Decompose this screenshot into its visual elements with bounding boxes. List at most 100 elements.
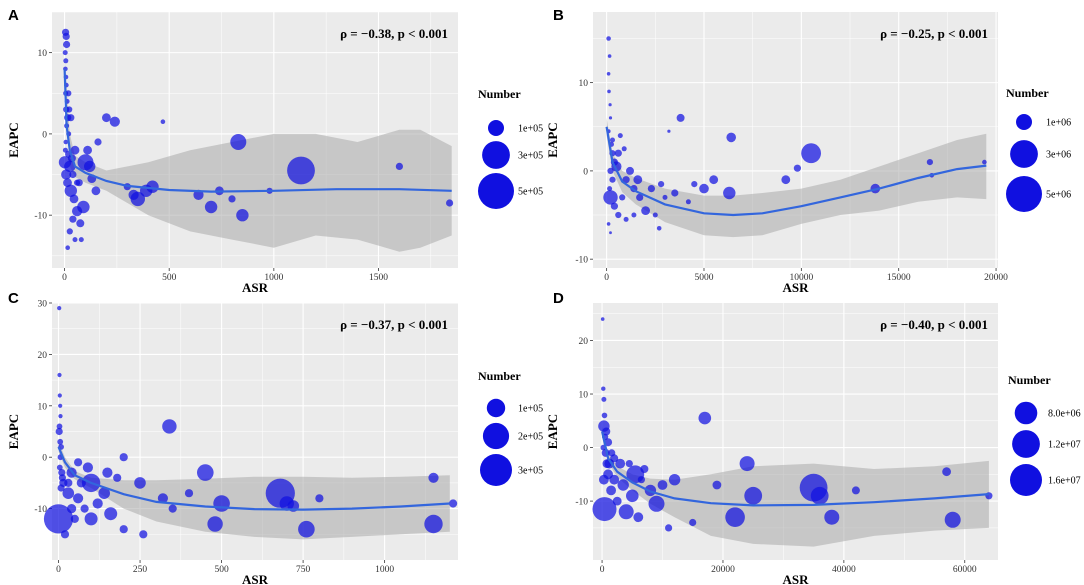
data-point (699, 183, 709, 194)
y-tick-label: 10 (38, 402, 48, 412)
x-tick-label: 0 (62, 273, 67, 283)
data-point (744, 486, 763, 505)
legend-key (1010, 464, 1042, 496)
data-point (637, 476, 646, 484)
data-point (204, 200, 218, 214)
data-point (610, 137, 615, 143)
legend-label: 3e+05 (518, 151, 543, 162)
x-tick-label: 60000 (953, 565, 977, 575)
data-point (712, 480, 722, 490)
data-point (162, 419, 177, 434)
data-point (606, 72, 611, 76)
data-point (612, 496, 622, 506)
y-tick-label: 0 (583, 444, 588, 454)
data-point (60, 530, 70, 539)
legend-title: Number (478, 87, 521, 101)
data-point (58, 469, 66, 477)
data-point (56, 464, 63, 471)
data-point (647, 185, 656, 193)
data-point (608, 103, 612, 107)
data-point (607, 54, 612, 58)
data-point (64, 478, 73, 487)
data-point (926, 159, 934, 166)
data-point (615, 211, 622, 219)
data-point (621, 146, 627, 152)
panel-letter: B (553, 7, 564, 24)
smooth-line (601, 431, 989, 507)
data-point (92, 498, 103, 509)
x-tick-label: 0 (600, 565, 605, 575)
data-point (689, 518, 697, 527)
legend-label: 1.6e+07 (1048, 476, 1081, 487)
smooth-line (63, 68, 452, 193)
data-point (725, 507, 745, 527)
data-point (70, 145, 80, 155)
x-tick-label: 5000 (694, 273, 713, 283)
legend-label: 5e+05 (518, 187, 543, 198)
data-point (662, 194, 668, 200)
data-point (623, 216, 629, 222)
data-point (676, 113, 685, 122)
legend-label: 1e+05 (518, 124, 543, 135)
x-tick-label: 40000 (832, 565, 856, 575)
data-point (57, 484, 65, 492)
data-point (691, 181, 698, 188)
confidence-ribbon (58, 441, 450, 540)
legend-title: Number (1008, 373, 1051, 387)
legend-key (1014, 401, 1038, 425)
x-tick-label: 1000 (375, 565, 394, 575)
data-point (698, 411, 712, 425)
data-point (72, 206, 83, 217)
data-point (146, 180, 159, 193)
data-point (65, 245, 70, 250)
data-point (606, 36, 611, 41)
data-point (608, 449, 616, 457)
correlation-annotation: ρ = −0.40, p < 0.001 (880, 317, 988, 332)
data-point (667, 129, 671, 133)
size-legend: Number 1e+05 2e+05 3e+05 (478, 369, 543, 486)
data-point (602, 427, 611, 436)
data-point (56, 423, 63, 430)
data-point (69, 215, 77, 223)
data-point (601, 386, 606, 391)
smooth-line (605, 126, 987, 217)
y-axis-title: EAPC (545, 122, 560, 157)
data-point (626, 166, 634, 175)
data-point (128, 189, 139, 200)
data-point (625, 460, 633, 468)
panel-letter: A (8, 7, 19, 24)
data-point (104, 507, 118, 521)
x-axis-title: ASR (782, 572, 809, 585)
y-tick-label: 10 (579, 79, 589, 89)
confidence-ribbon (606, 117, 987, 238)
size-legend: Number 1e+05 3e+05 5e+05 (478, 87, 543, 209)
legend-label: 8.0e+06 (1048, 409, 1081, 420)
y-axis-title: EAPC (6, 122, 21, 157)
data-point (76, 219, 85, 228)
data-point (84, 512, 98, 526)
legend-key (1010, 140, 1038, 168)
data-point (66, 228, 73, 235)
data-point (601, 412, 608, 419)
x-tick-label: 15000 (887, 273, 911, 283)
legend-key (478, 173, 514, 209)
data-point (608, 116, 613, 120)
data-point (942, 467, 951, 477)
data-point (658, 181, 665, 188)
data-point (43, 504, 74, 534)
legend-key (482, 141, 510, 169)
x-tick-label: 1000 (264, 273, 283, 283)
y-tick-label: 10 (579, 391, 589, 401)
data-point (207, 516, 223, 532)
legend-label: 2e+05 (518, 432, 543, 443)
x-tick-label: 500 (214, 565, 229, 575)
confidence-ribbon (602, 426, 989, 547)
x-axis-title: ASR (242, 572, 269, 585)
legend-key (480, 454, 512, 486)
data-point (668, 474, 681, 486)
data-point (633, 512, 644, 523)
data-point (824, 509, 840, 525)
data-point (62, 147, 68, 153)
data-point (63, 40, 71, 49)
panel-letter: C (8, 290, 19, 307)
